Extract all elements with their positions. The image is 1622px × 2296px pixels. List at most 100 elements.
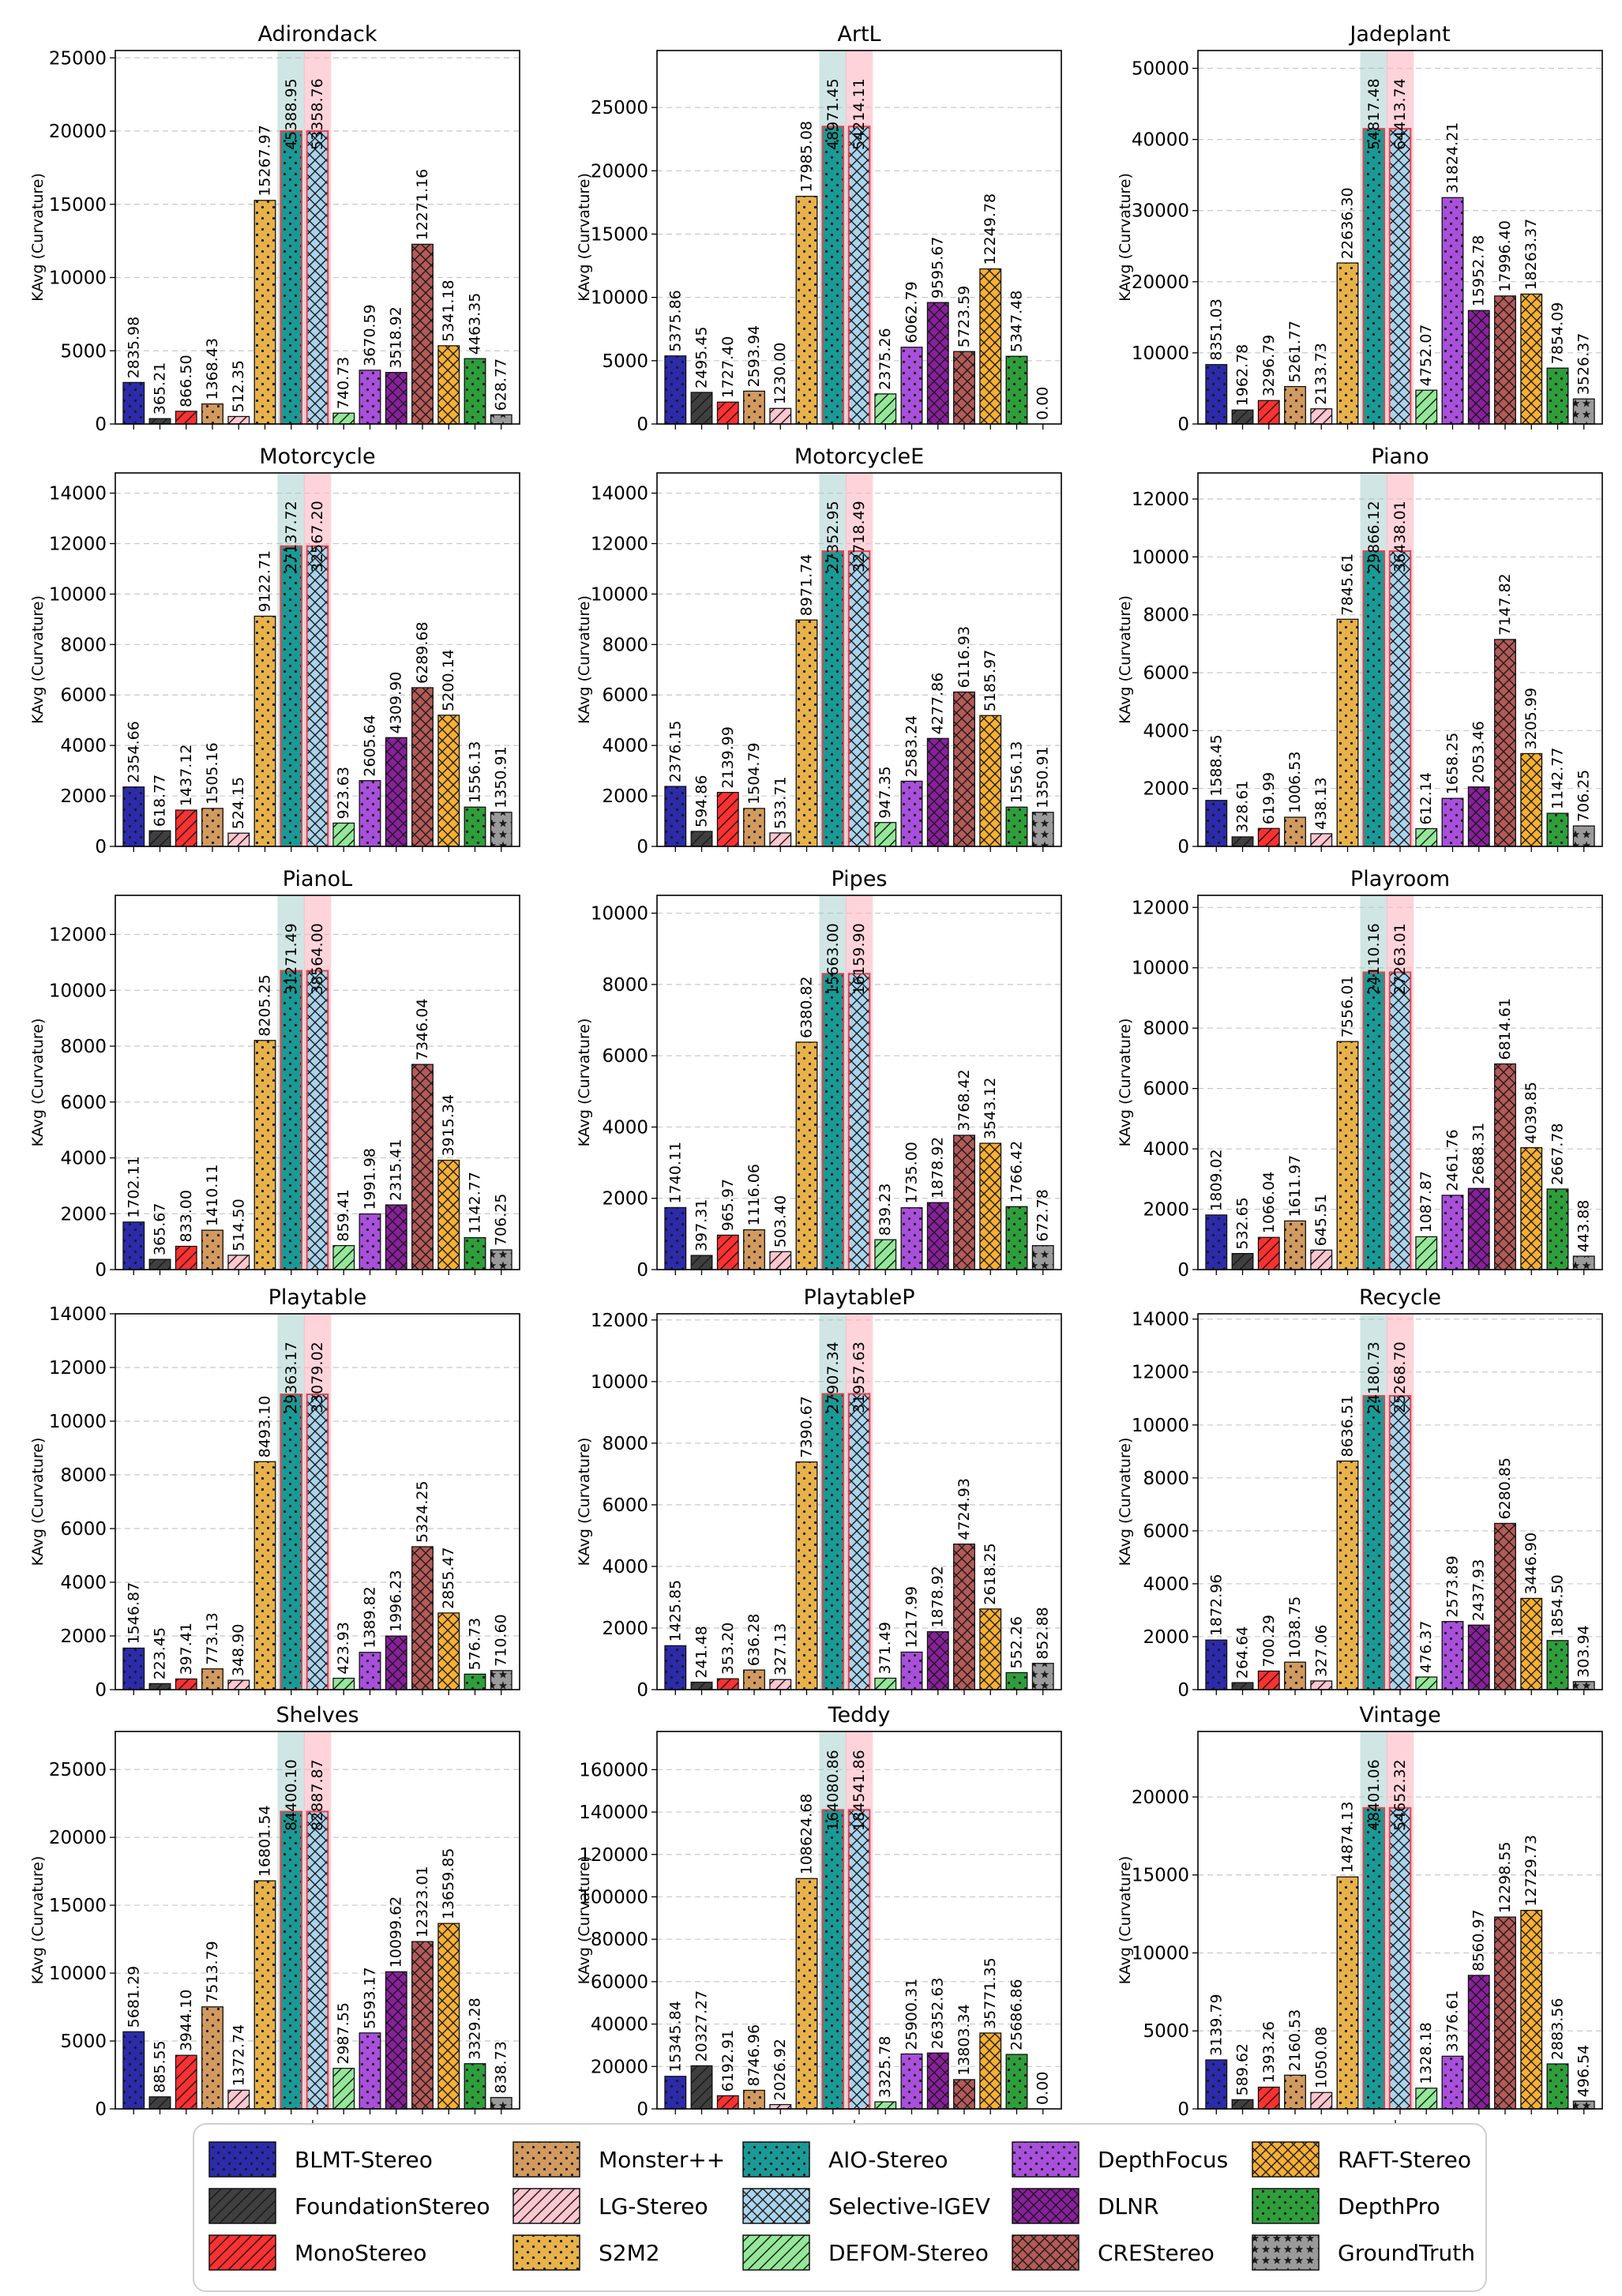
- legend: BLMT-Stereo FoundationStereo MonoStereo Mon…: [193, 2123, 1487, 2292]
- chart-vintage: 0 5000 10000 15000 20000 3139.79 589.62 1393.26…: [1117, 1703, 1603, 2120]
- value-label: 27137.72: [283, 501, 300, 572]
- bar-foundationstereo: [148, 830, 171, 847]
- y-tick-label: 4000: [60, 1573, 107, 1593]
- bar-s2m2: [1336, 1876, 1359, 2110]
- y-tick-label: 10000: [591, 1372, 648, 1393]
- y-tick-label: 0: [1177, 2099, 1189, 2120]
- legend-label: DLNR: [1098, 2193, 1159, 2219]
- bar-selective-igev: [306, 1394, 329, 1690]
- value-label: 1872.96: [1207, 1574, 1225, 1637]
- legend-label: CREStereo: [1098, 2240, 1215, 2266]
- y-tick-label: 30000: [1132, 201, 1189, 222]
- legend-swatch: [1012, 2234, 1079, 2271]
- y-tick-label: 140000: [579, 1803, 648, 1823]
- bar-depthpro: [464, 806, 486, 847]
- bar-s2m2: [795, 1041, 818, 1270]
- value-label: 45388.95: [283, 78, 300, 150]
- y-axis-label: KAvg (Curvature): [576, 173, 593, 302]
- y-axis-label: KAvg (Curvature): [29, 1856, 47, 1985]
- value-label: 2883.56: [1549, 1998, 1566, 2060]
- bar-aio-stereo: [821, 1809, 845, 2110]
- value-label: 241.48: [693, 1626, 711, 1678]
- y-tick-label: 8000: [602, 1434, 648, 1454]
- value-label: 866.50: [178, 355, 195, 407]
- y-tick-label: 8000: [1143, 1019, 1189, 1039]
- bar-dlnr: [926, 2052, 949, 2110]
- y-axis-label: KAvg (Curvature): [29, 595, 47, 724]
- y-tick-label: 6000: [1143, 1521, 1189, 1542]
- y-tick-label: 0: [95, 1680, 107, 1701]
- value-label: 1006.53: [1286, 752, 1304, 814]
- bar-monster: [1284, 2074, 1306, 2110]
- bar-depthpro: [464, 1673, 486, 1690]
- value-label: 303.94: [1575, 1625, 1593, 1677]
- value-label: 2495.45: [693, 326, 711, 388]
- value-label: 1142.77: [1549, 748, 1566, 810]
- bar-dlnr: [1467, 1187, 1490, 1270]
- y-tick-label: 4000: [1143, 1139, 1189, 1160]
- value-label: 6814.61: [1496, 998, 1514, 1060]
- legend-label: GroundTruth: [1338, 2240, 1475, 2266]
- bar-blmt-stereo: [664, 2076, 687, 2110]
- bar-selective-igev: [1388, 128, 1412, 425]
- y-axis-label: KAvg (Curvature): [1117, 173, 1134, 302]
- value-label: 965.97: [719, 1179, 737, 1231]
- value-label: 1350.91: [1034, 746, 1052, 808]
- plot-frame: [656, 1313, 1062, 1690]
- chart-motorcycle: 0 2000 4000 6000 8000 10000 12000 14000 2354.66 6…: [29, 445, 520, 857]
- value-label: 2354.66: [125, 721, 142, 783]
- value-label: 16801.54: [257, 1805, 274, 1877]
- y-tick-label: 15000: [591, 224, 648, 245]
- bar-crestereo: [411, 1064, 434, 1270]
- value-label: 839.23: [877, 1184, 894, 1236]
- bar-depthfocus: [359, 370, 381, 425]
- value-label: 15345.84: [666, 2001, 684, 2073]
- value-label: 13659.85: [440, 1848, 457, 1919]
- bar-monostereo: [1257, 827, 1280, 847]
- bar-raft-stereo: [979, 2032, 1002, 2110]
- value-label: 3768.42: [956, 1069, 973, 1131]
- y-tick-label: 20000: [591, 2057, 648, 2077]
- legend-swatch: [1252, 2141, 1320, 2178]
- bar-selective-igev: [847, 550, 871, 848]
- chart-title: Piano: [1371, 445, 1429, 469]
- legend-item-selective-igev: Selective-IGEV: [742, 2188, 990, 2224]
- y-tick-label: 8000: [60, 1037, 107, 1057]
- value-label: 496.54: [1575, 2045, 1593, 2097]
- bar-raft-stereo: [437, 1612, 460, 1690]
- bar-foundationstereo: [1231, 2099, 1254, 2110]
- value-label: 9122.71: [257, 550, 274, 613]
- value-label: 533.71: [772, 776, 789, 828]
- bar-depthfocus: [359, 1652, 381, 1690]
- value-label: 1740.11: [666, 1142, 684, 1204]
- legend-label: DepthFocus: [1098, 2147, 1228, 2173]
- legend-label: DEFOM-Stereo: [828, 2240, 989, 2266]
- bar-monster: [201, 1668, 223, 1690]
- bar-monster: [1284, 1661, 1306, 1690]
- plot-frame: [115, 472, 520, 847]
- value-label: 1437.12: [178, 744, 195, 806]
- value-label: 31957.63: [850, 1341, 868, 1413]
- bar-defom-stereo: [332, 412, 355, 425]
- y-tick-label: 4000: [602, 1117, 648, 1138]
- bar-depthfocus: [1441, 1621, 1464, 1690]
- value-label: 13803.34: [956, 2004, 973, 2076]
- value-label: 1658.25: [1444, 733, 1461, 795]
- bar-s2m2: [253, 1040, 276, 1270]
- bar-defom-stereo: [332, 1677, 355, 1690]
- bar-blmt-stereo: [1205, 1639, 1228, 1690]
- y-axis-label: KAvg (Curvature): [576, 1856, 593, 1985]
- value-label: 164080.86: [824, 1750, 842, 1831]
- y-tick-label: 4000: [60, 1149, 107, 1169]
- value-label: 5185.97: [982, 650, 999, 712]
- y-tick-label: 5000: [602, 351, 648, 372]
- bar-lg-stereo: [769, 1251, 792, 1270]
- value-label: 10099.62: [388, 1896, 405, 1968]
- legend-item-groundtruth: GroundTruth: [1252, 2234, 1475, 2271]
- bar-s2m2: [253, 1880, 276, 2110]
- y-tick-label: 10000: [49, 1964, 107, 1984]
- value-label: 1389.82: [361, 1586, 378, 1649]
- y-tick-label: 0: [95, 2099, 107, 2120]
